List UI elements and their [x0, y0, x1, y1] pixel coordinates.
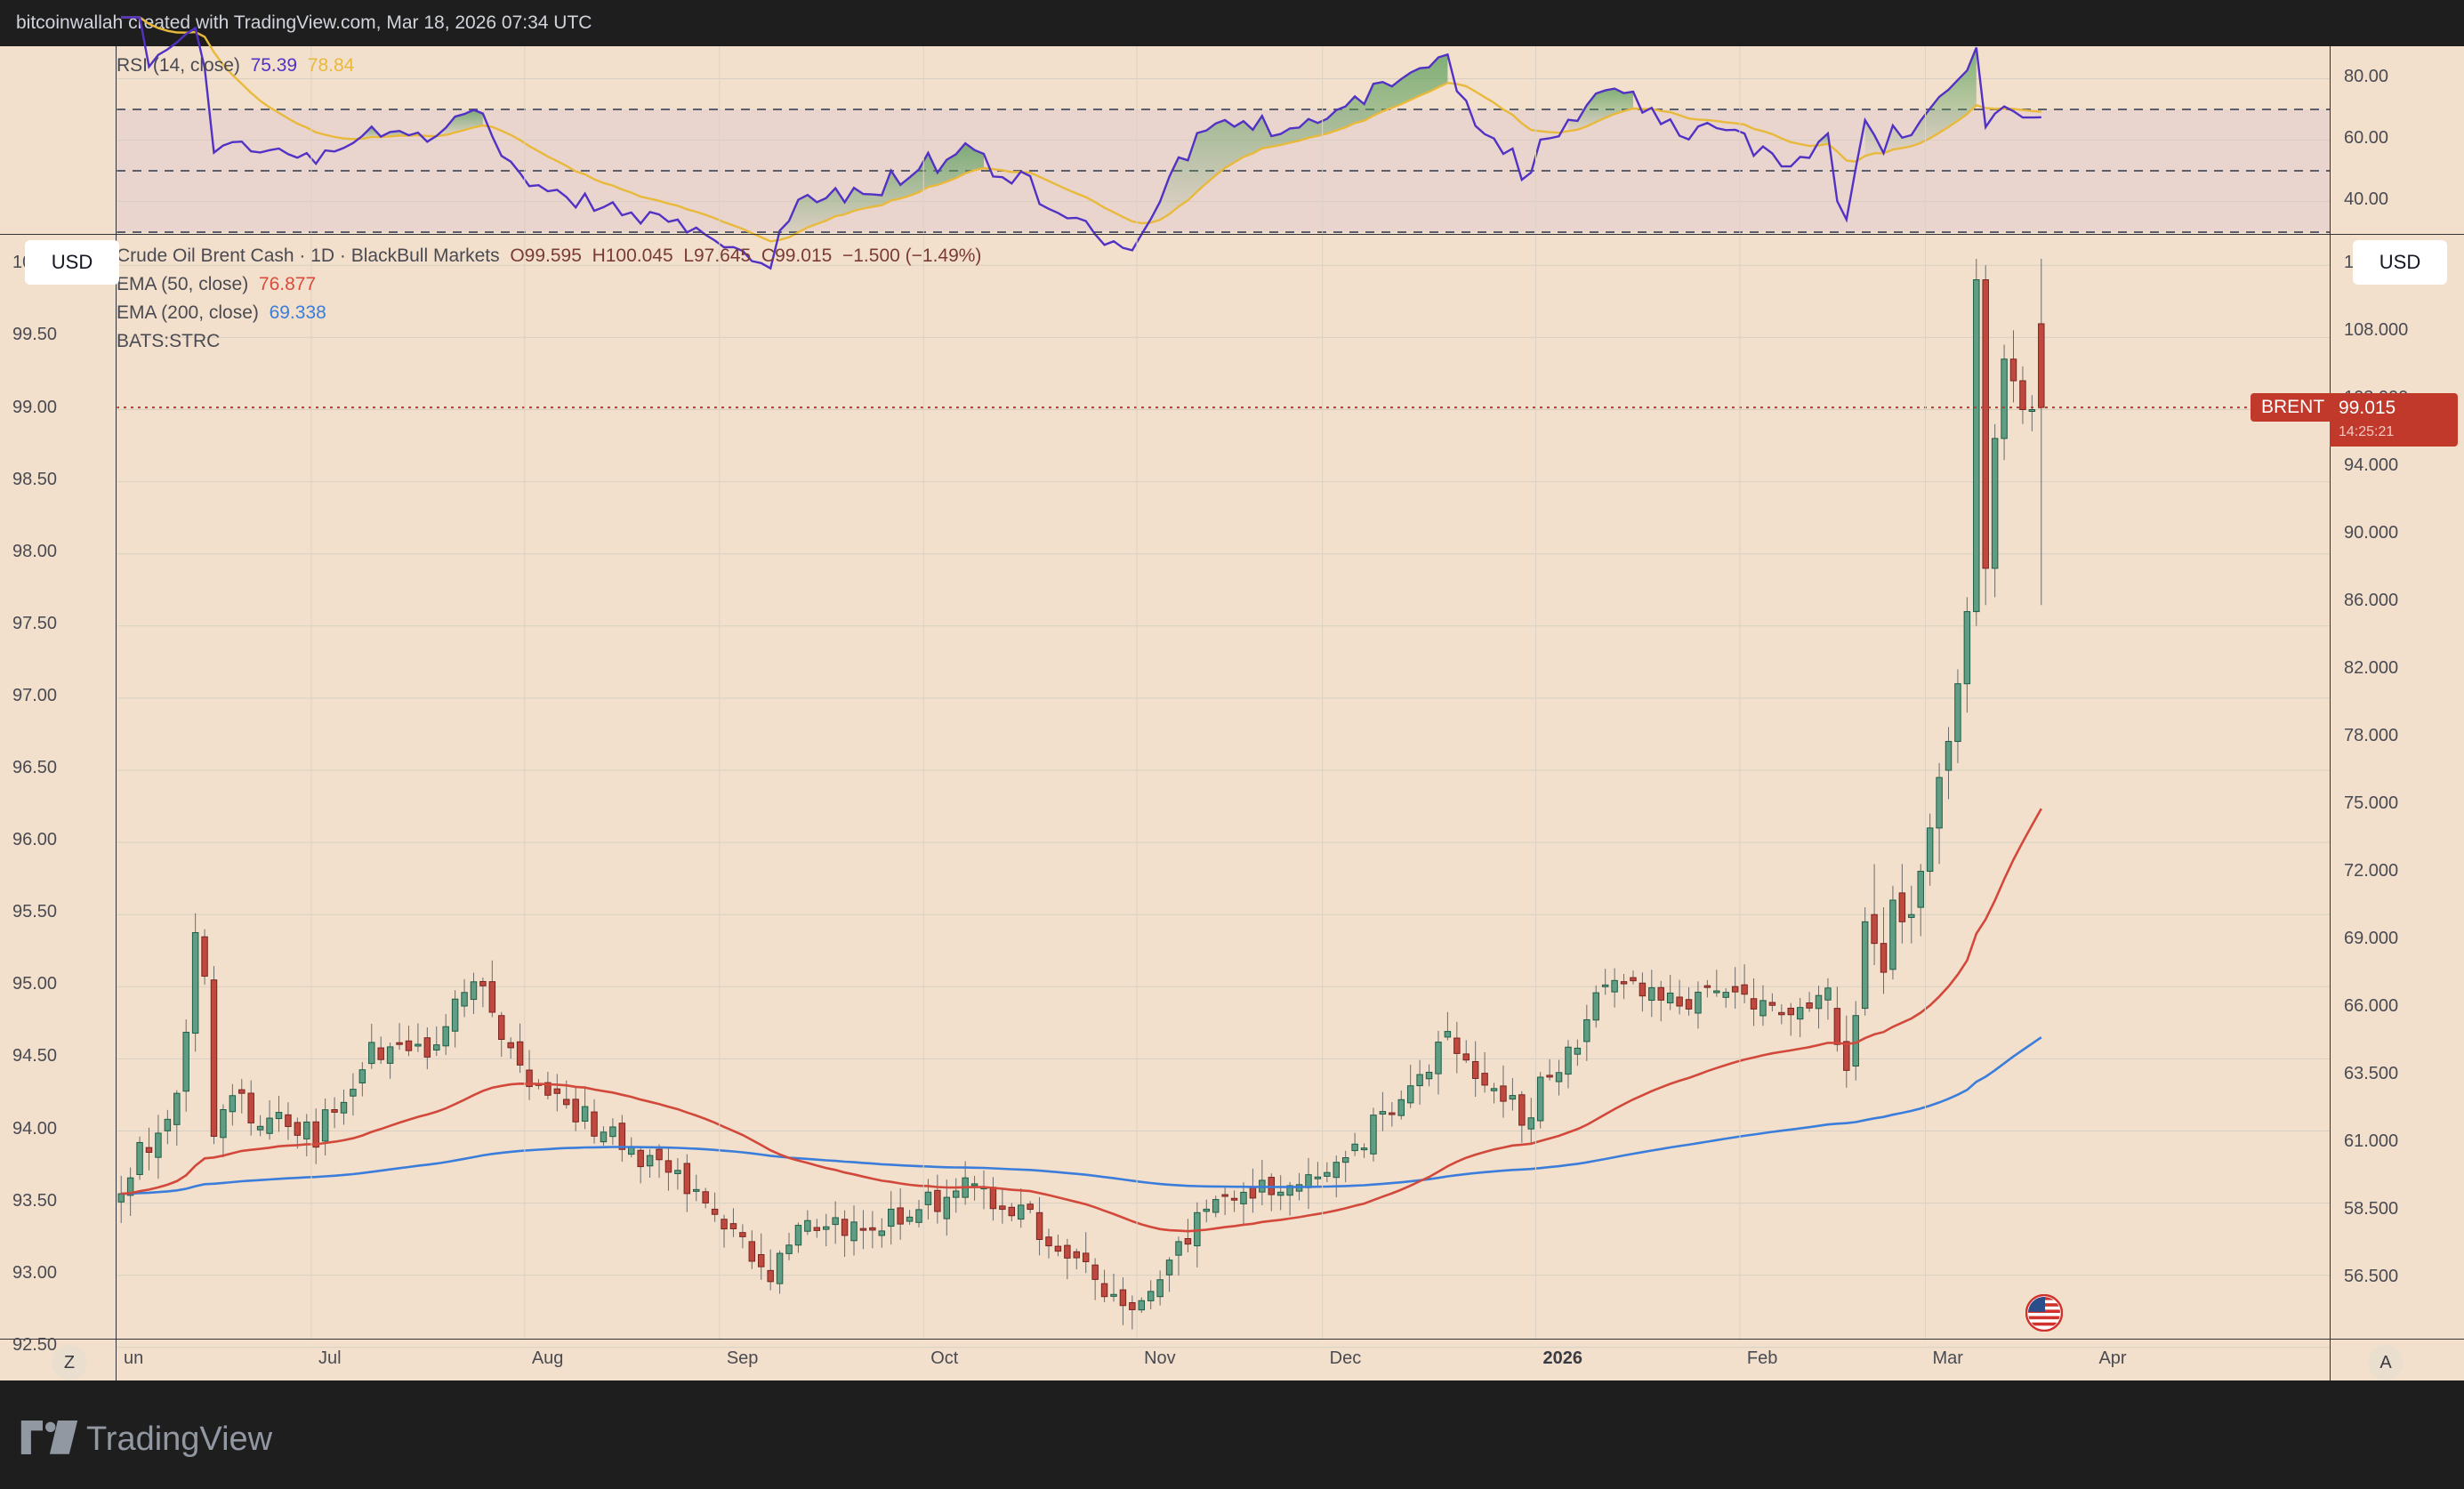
svg-text:TradingView: TradingView [86, 1421, 273, 1458]
